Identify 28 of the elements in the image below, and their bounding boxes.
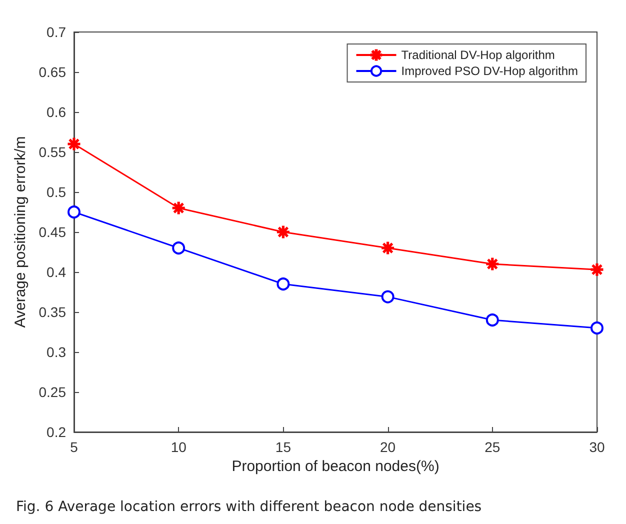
y-tick-label: 0.7: [46, 24, 66, 40]
y-tick-label: 0.65: [38, 64, 66, 80]
point: [381, 290, 394, 304]
y-tick-label: 0.55: [38, 144, 66, 160]
point: [276, 278, 290, 290]
point: [590, 322, 604, 334]
caption: Fig. 6 Average location errors with different beacon node densities: [16, 499, 482, 515]
x-axis-title: Proportion of beacon nodes(%): [232, 458, 440, 475]
y-tick-label: 0.4: [46, 264, 66, 280]
y-tick-label: 0.45: [38, 224, 66, 240]
x-tick-label: 30: [589, 439, 605, 455]
y-tick-label: 0.3: [46, 344, 66, 360]
y-tick-label: 0.25: [38, 384, 66, 400]
y-axis-title: Average positioning errork/m: [12, 136, 29, 328]
point: [172, 242, 186, 254]
point: [486, 314, 499, 326]
x-tick-label: 10: [170, 439, 187, 455]
legend-label: Traditional DV-Hop algorithm: [401, 48, 555, 62]
x-tick-label: 20: [380, 439, 396, 455]
point: [68, 206, 80, 218]
legend-label: Improved PSO DV-Hop algorithm: [401, 64, 578, 78]
y-tick-label: 0.35: [38, 304, 66, 320]
x-tick-label: 15: [275, 439, 292, 455]
y-tick-label: 0.5: [46, 184, 66, 200]
x-tick-label: 25: [484, 439, 500, 455]
y-tick-label: 0.2: [46, 424, 66, 440]
x-tick-label: 5: [70, 439, 78, 455]
y-tick-label: 0.6: [46, 104, 66, 120]
